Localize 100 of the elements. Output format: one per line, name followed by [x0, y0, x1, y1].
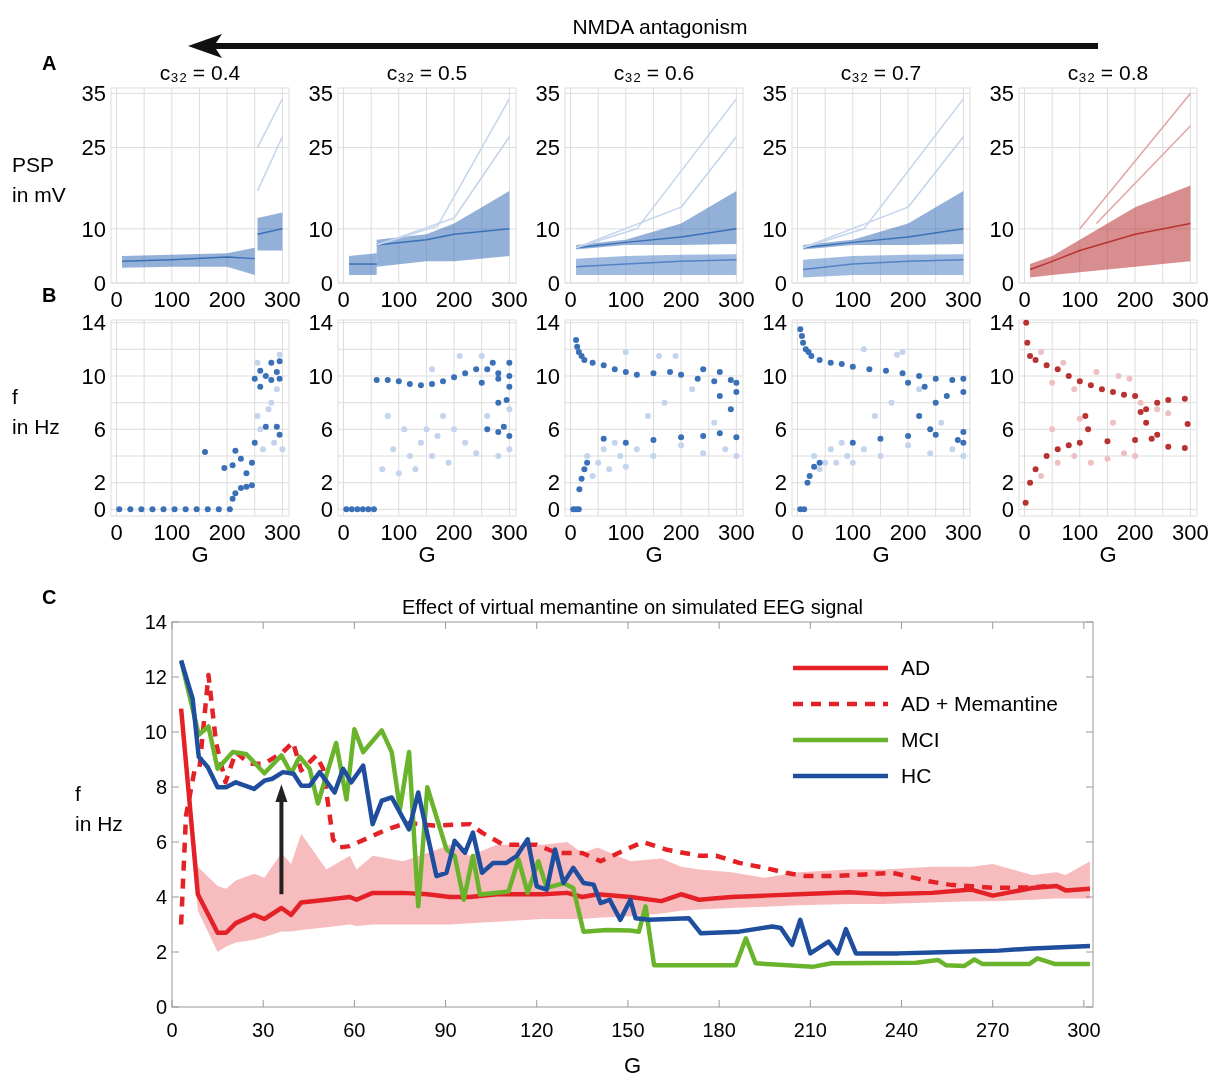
x-tick-label: 150 — [611, 1019, 645, 1041]
chart-title: c₃₂ = 0.8 — [1067, 61, 1149, 84]
y-tick-label: 8 — [155, 776, 167, 798]
y-tick-label: 35 — [81, 81, 106, 107]
y-tick-label: 2 — [155, 941, 167, 963]
y-tick-label: 25 — [535, 135, 560, 161]
x-tick-label: 120 — [520, 1019, 554, 1041]
y-tick-label: 6 — [155, 831, 167, 853]
chart-title: Effect of virtual memantine on simulated EEG signal — [402, 596, 863, 618]
x-tick-label: 0 — [110, 287, 123, 312]
x-tick-label: 100 — [607, 287, 645, 312]
y-tick-label: 0 — [1001, 497, 1014, 523]
y-tick-label: 2 — [320, 470, 333, 496]
y-tick-label: 35 — [989, 81, 1014, 107]
y-tick-label: 10 — [762, 216, 787, 242]
y-tick-label: 6 — [320, 417, 333, 443]
text: B — [42, 284, 57, 306]
legend-label: AD + Memantine — [901, 692, 1058, 716]
x-tick-label: 240 — [884, 1019, 919, 1041]
x-axis-title: G — [645, 542, 663, 567]
x-tick-label: 100 — [380, 520, 418, 545]
x-tick-label: 200 — [662, 287, 700, 312]
y-tick-label: 14 — [535, 310, 560, 336]
x-tick-label: 0 — [337, 287, 350, 312]
y-tick-label: 10 — [535, 363, 560, 389]
y-tick-label: 14 — [308, 310, 333, 336]
x-tick-label: 200 — [435, 287, 473, 312]
x-tick-label: 300 — [491, 520, 528, 545]
x-tick-label: 300 — [1172, 520, 1209, 545]
text: NMDA antagonism — [572, 15, 748, 38]
y-tick-label: 0 — [547, 270, 560, 296]
y-tick-label: 10 — [308, 363, 333, 389]
y-tick-label: 6 — [774, 417, 787, 443]
x-tick-label: 200 — [208, 520, 246, 545]
y-tick-label: 25 — [762, 135, 787, 161]
x-tick-label: 210 — [793, 1019, 827, 1041]
legend-label: AD — [901, 656, 931, 680]
x-tick-label: 200 — [889, 520, 927, 545]
x-tick-label: 100 — [607, 520, 645, 545]
y-tick-label: 6 — [1001, 417, 1014, 443]
x-tick-label: 100 — [834, 287, 872, 312]
x-tick-label: 200 — [1116, 287, 1154, 312]
y-tick-label: 10 — [535, 216, 560, 242]
x-tick-label: 0 — [337, 520, 350, 545]
x-tick-label: 100 — [834, 520, 872, 545]
y-tick-label: 12 — [144, 666, 167, 688]
x-tick-label: 100 — [380, 287, 418, 312]
y-axis-title: f in Hz — [75, 781, 123, 835]
y-tick-label: 25 — [989, 135, 1014, 161]
y-tick-label: 0 — [93, 270, 106, 296]
x-tick-label: 200 — [208, 287, 246, 312]
y-tick-label: 14 — [762, 310, 787, 336]
x-tick-label: 300 — [718, 520, 755, 545]
x-tick-label: 300 — [1172, 287, 1209, 312]
x-tick-label: 60 — [343, 1019, 366, 1041]
legend-label: HC — [901, 764, 932, 788]
chart-title: c₃₂ = 0.6 — [613, 61, 695, 84]
y-tick-label: 10 — [81, 216, 106, 242]
y-axis-title: f in Hz — [12, 385, 60, 438]
x-axis-title: G — [872, 542, 890, 567]
y-tick-label: 6 — [93, 417, 106, 443]
y-tick-label: 0 — [1001, 270, 1014, 296]
text: C — [42, 586, 57, 608]
text: A — [42, 52, 57, 74]
y-tick-label: 0 — [320, 270, 333, 296]
x-tick-label: 100 — [1061, 520, 1099, 545]
y-tick-label: 6 — [547, 417, 560, 443]
x-tick-label: 180 — [702, 1019, 736, 1041]
y-tick-label: 0 — [774, 497, 787, 523]
y-tick-label: 10 — [989, 363, 1014, 389]
x-tick-label: 30 — [252, 1019, 275, 1041]
y-tick-label: 35 — [762, 81, 787, 107]
x-tick-label: 270 — [976, 1019, 1010, 1041]
y-tick-label: 25 — [81, 135, 106, 161]
chart-title: c₃₂ = 0.7 — [840, 61, 922, 84]
x-tick-label: 0 — [791, 287, 804, 312]
x-axis-title: G — [191, 542, 209, 567]
y-tick-label: 10 — [989, 216, 1014, 242]
y-tick-label: 0 — [774, 270, 787, 296]
x-tick-label: 300 — [945, 520, 982, 545]
y-tick-label: 35 — [535, 81, 560, 107]
y-tick-label: 10 — [144, 721, 167, 743]
y-tick-label: 0 — [155, 996, 167, 1018]
x-tick-label: 100 — [153, 520, 191, 545]
x-tick-label: 300 — [264, 287, 301, 312]
y-tick-label: 0 — [93, 497, 106, 523]
x-tick-label: 90 — [434, 1019, 457, 1041]
y-tick-label: 14 — [144, 611, 167, 633]
y-tick-label: 25 — [308, 135, 333, 161]
x-tick-label: 300 — [945, 287, 982, 312]
x-tick-label: 300 — [264, 520, 301, 545]
legend-label: MCI — [901, 728, 940, 752]
x-tick-label: 100 — [1061, 287, 1099, 312]
y-tick-label: 14 — [81, 310, 106, 336]
x-tick-label: 200 — [1116, 520, 1154, 545]
x-tick-label: 0 — [791, 520, 804, 545]
x-axis-title: G — [623, 1053, 642, 1078]
y-tick-label: 2 — [547, 470, 560, 496]
x-tick-label: 0 — [1018, 520, 1031, 545]
y-tick-label: 35 — [308, 81, 333, 107]
